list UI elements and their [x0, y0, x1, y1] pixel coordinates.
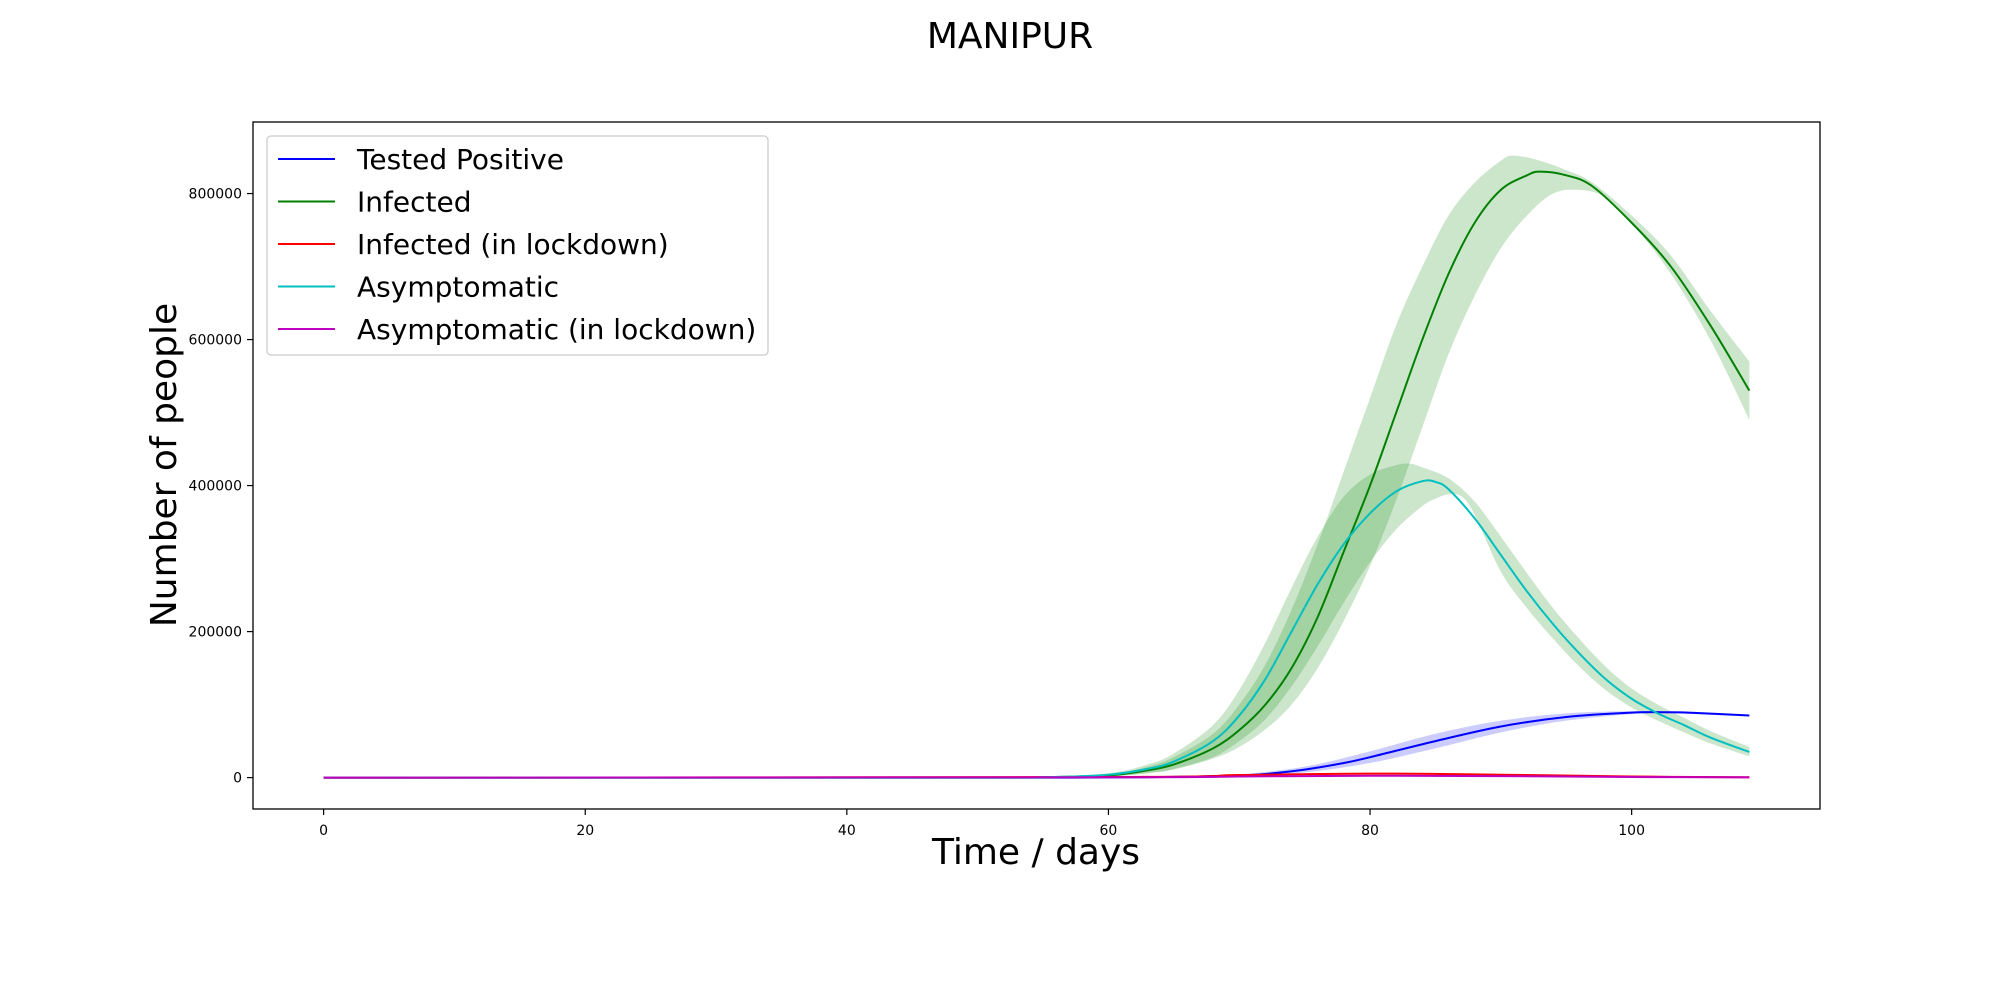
chart-title: MANIPUR [927, 16, 1093, 57]
x-tick-label: 100 [1618, 823, 1645, 839]
legend-box [266, 135, 769, 356]
line-asymptomatic-lockdown [323, 774, 1750, 779]
legend: Tested Positive Infected Infected (in lock… [266, 135, 769, 356]
x-tick-label: 60 [1100, 823, 1118, 839]
x-tick-label: 40 [838, 823, 856, 839]
y-tick-label: 400000 [189, 479, 242, 495]
band-infected [1043, 155, 1750, 778]
confidence-bands [1043, 155, 1750, 778]
series-lines [323, 170, 1751, 779]
legend-label-asymptomatic-lockdown: Asymptomatic (in lockdown) [357, 313, 756, 346]
y-axis-ticks: 0 200000 400000 600000 800000 [189, 187, 253, 787]
y-tick-label: 800000 [189, 187, 242, 203]
y-tick-label: 200000 [189, 625, 242, 641]
legend-label-asymptomatic: Asymptomatic [357, 271, 559, 304]
x-tick-label: 80 [1361, 823, 1379, 839]
x-axis-ticks: 0 20 40 60 80 100 [319, 809, 1645, 839]
legend-entries: Tested Positive Infected Infected (in lock… [278, 143, 756, 346]
y-tick-label: 600000 [189, 333, 242, 349]
y-axis-label: Number of people [144, 303, 185, 627]
x-tick-label: 0 [319, 823, 328, 839]
legend-label-tested-positive: Tested Positive [356, 143, 564, 176]
legend-label-infected-lockdown: Infected (in lockdown) [357, 228, 669, 261]
x-axis-label: Time / days [931, 832, 1140, 873]
plot-area-frame [252, 121, 1821, 810]
legend-label-infected: Infected [357, 186, 471, 219]
band-asymptomatic [1043, 463, 1750, 778]
x-tick-label: 20 [576, 823, 594, 839]
y-tick-label: 0 [233, 771, 242, 787]
